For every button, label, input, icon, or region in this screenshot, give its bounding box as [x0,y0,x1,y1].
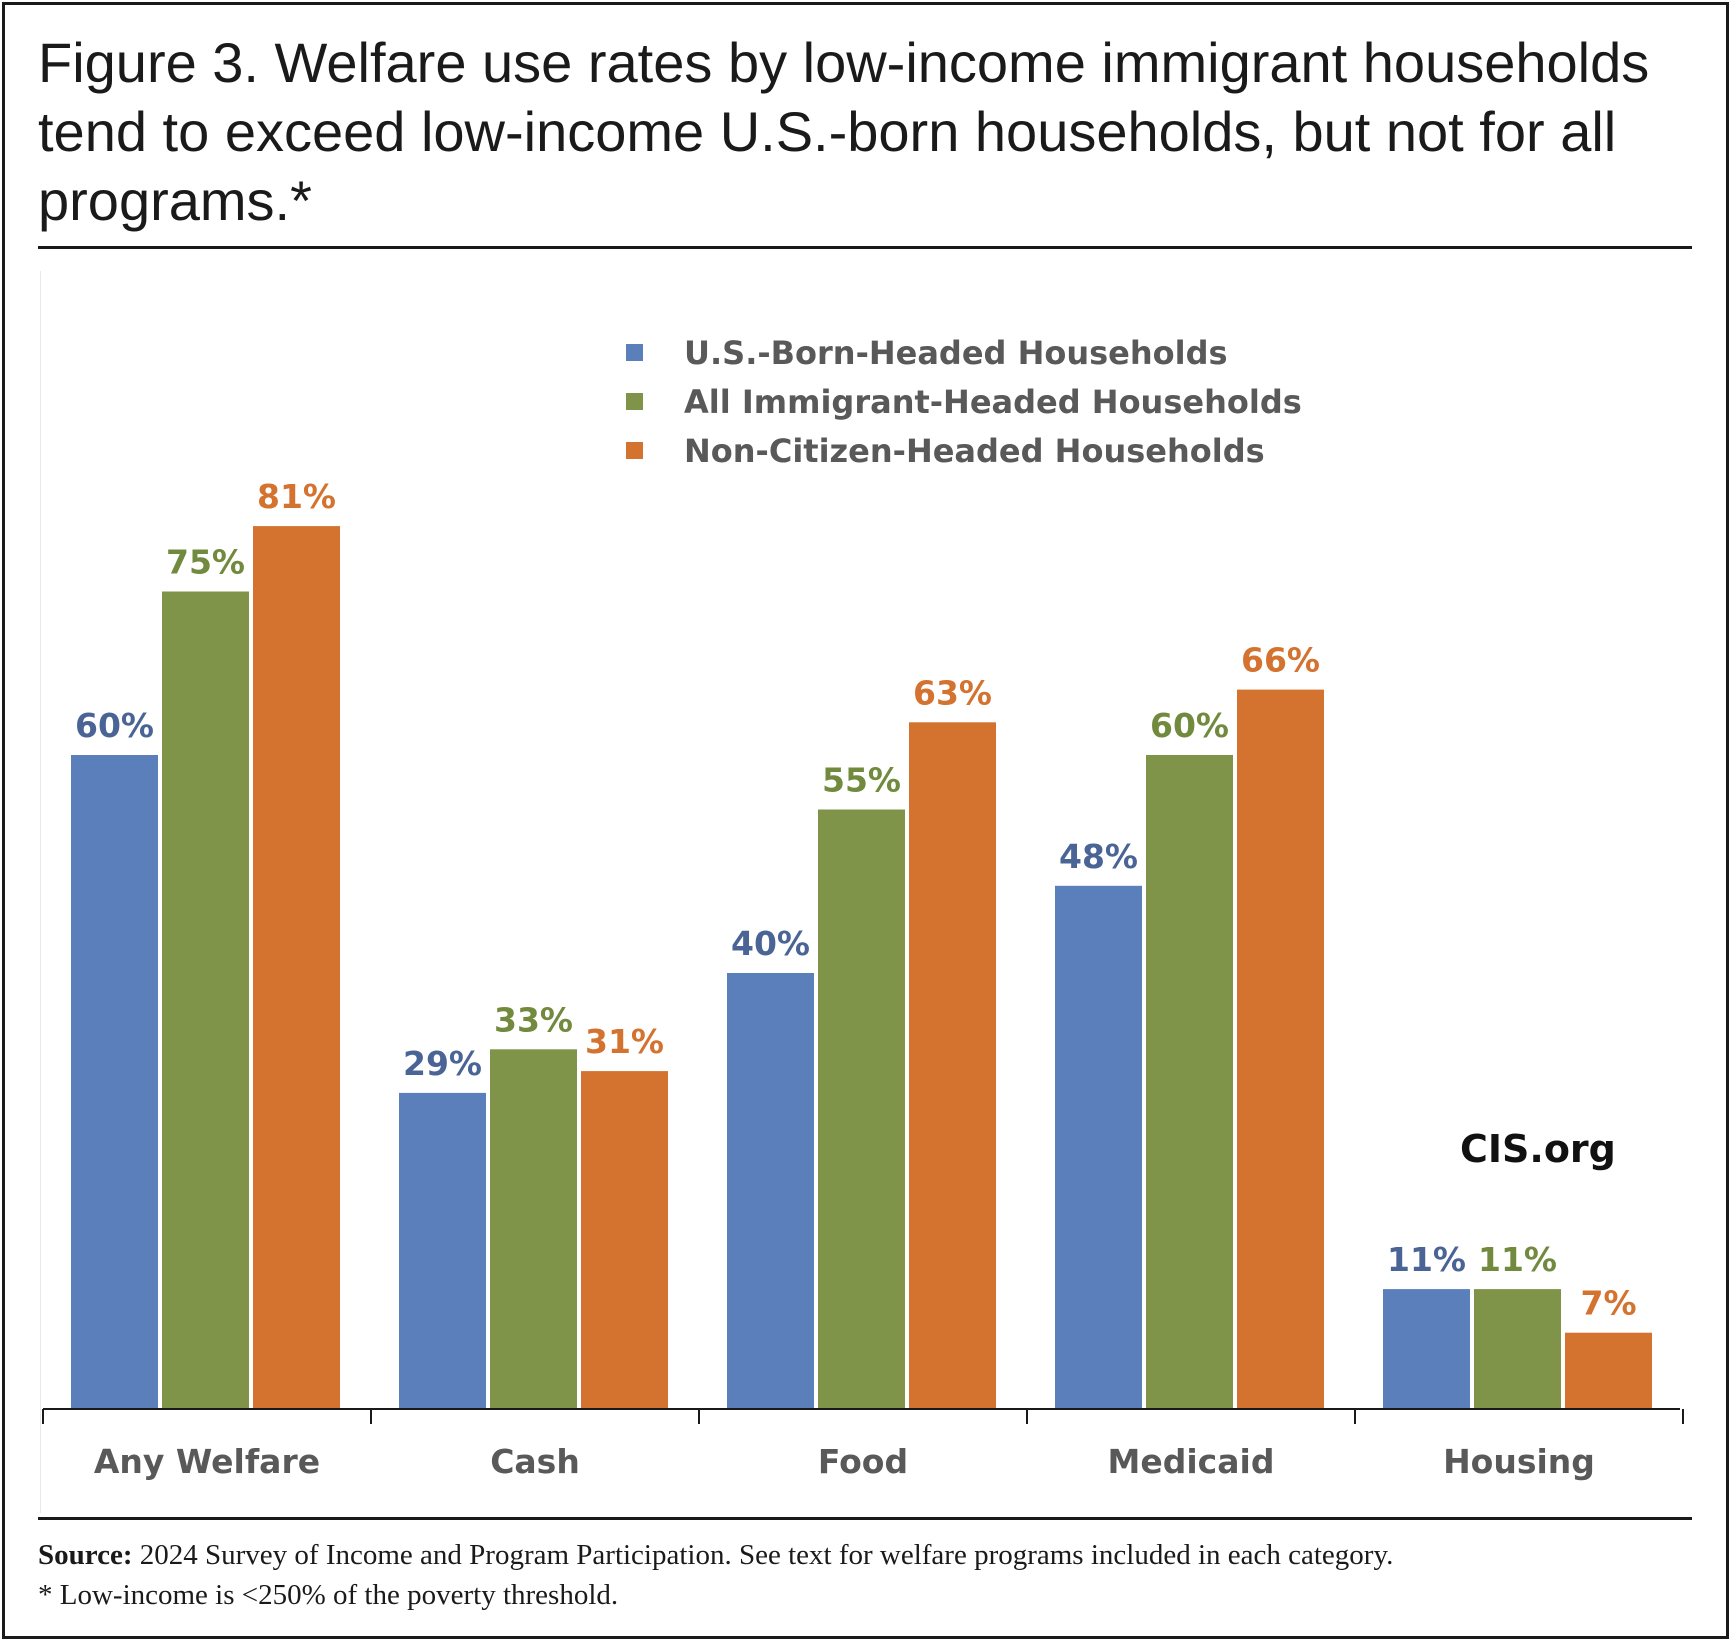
brand-label: CIS.org [1460,1127,1616,1171]
legend-swatch-non-citizen [626,442,643,459]
source-line: Source: 2024 Survey of Income and Progra… [38,1535,1393,1575]
figure-title: Figure 3. Welfare use rates by low-incom… [38,31,1650,232]
legend-label: Non-Citizen-Headed Households [684,431,1265,470]
legend-swatch-us-born [626,344,643,361]
legend: U.S.-Born-Headed Households All Immigran… [626,328,1302,475]
footnote: * Low-income is <250% of the poverty thr… [38,1579,619,1611]
source-label: Source: [38,1539,133,1571]
legend-item-us-born: U.S.-Born-Headed Households [626,328,1302,377]
legend-item-all-immigrant: All Immigrant-Headed Households [626,377,1302,426]
legend-label: All Immigrant-Headed Households [684,382,1302,421]
legend-item-non-citizen: Non-Citizen-Headed Households [626,426,1302,475]
figure-notes: Source: 2024 Survey of Income and Progra… [38,1535,1393,1615]
source-text: 2024 Survey of Income and Program Partic… [139,1539,1394,1571]
chart-area [40,271,1691,1513]
title-divider [38,246,1692,249]
legend-label: U.S.-Born-Headed Households [684,333,1228,372]
notes-divider [38,1517,1692,1520]
legend-swatch-all-immigrant [626,393,643,410]
